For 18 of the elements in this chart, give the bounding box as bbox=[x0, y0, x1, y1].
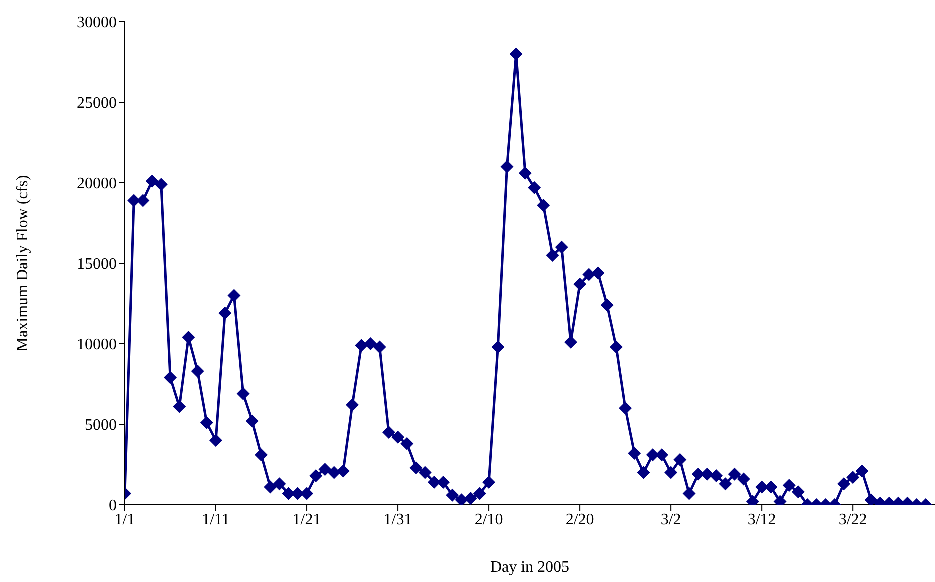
y-tick-label: 30000 bbox=[77, 14, 117, 32]
x-tick-label: 1/11 bbox=[202, 511, 230, 528]
x-tick-label: 2/10 bbox=[474, 511, 504, 528]
y-tick-label: 15000 bbox=[77, 256, 117, 274]
y-axis-title: Maximum Daily Flow (cfs) bbox=[14, 175, 32, 352]
x-tick-label: 1/31 bbox=[384, 511, 412, 528]
y-tick-label: 0 bbox=[109, 498, 117, 515]
x-tick-label: 1/1 bbox=[114, 511, 136, 528]
x-tick-label: 2/20 bbox=[566, 511, 594, 528]
x-tick-label: 3/22 bbox=[838, 511, 868, 528]
x-tick-label: 3/2 bbox=[660, 511, 682, 528]
x-tick-label: 1/21 bbox=[292, 511, 322, 528]
y-tick-label: 25000 bbox=[77, 95, 117, 112]
y-tick-label: 5000 bbox=[85, 417, 117, 434]
y-tick-label: 20000 bbox=[77, 176, 117, 193]
x-axis-title: Day in 2005 bbox=[490, 559, 570, 576]
y-tick-label: 10000 bbox=[77, 336, 117, 354]
x-tick-label: 3/12 bbox=[748, 511, 776, 528]
